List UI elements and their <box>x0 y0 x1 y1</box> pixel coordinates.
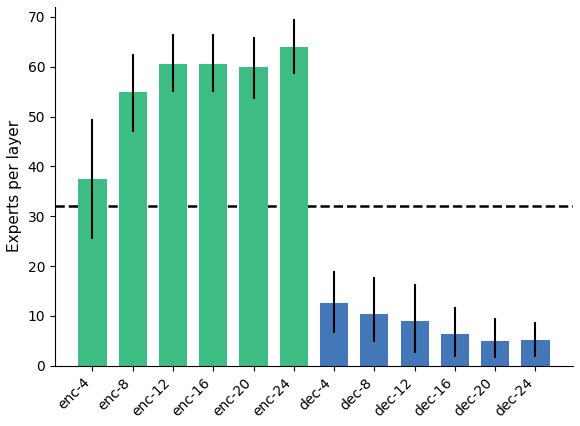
Bar <box>401 321 429 366</box>
Bar <box>280 47 308 366</box>
Bar <box>119 92 147 366</box>
Bar <box>240 67 267 366</box>
Y-axis label: Experts per layer: Experts per layer <box>7 120 22 253</box>
Bar <box>360 314 389 366</box>
Bar <box>521 340 549 366</box>
Bar <box>78 179 107 366</box>
Bar <box>481 341 509 366</box>
Bar <box>441 334 469 366</box>
Bar <box>159 64 187 366</box>
Bar <box>320 303 348 366</box>
Bar <box>199 64 227 366</box>
